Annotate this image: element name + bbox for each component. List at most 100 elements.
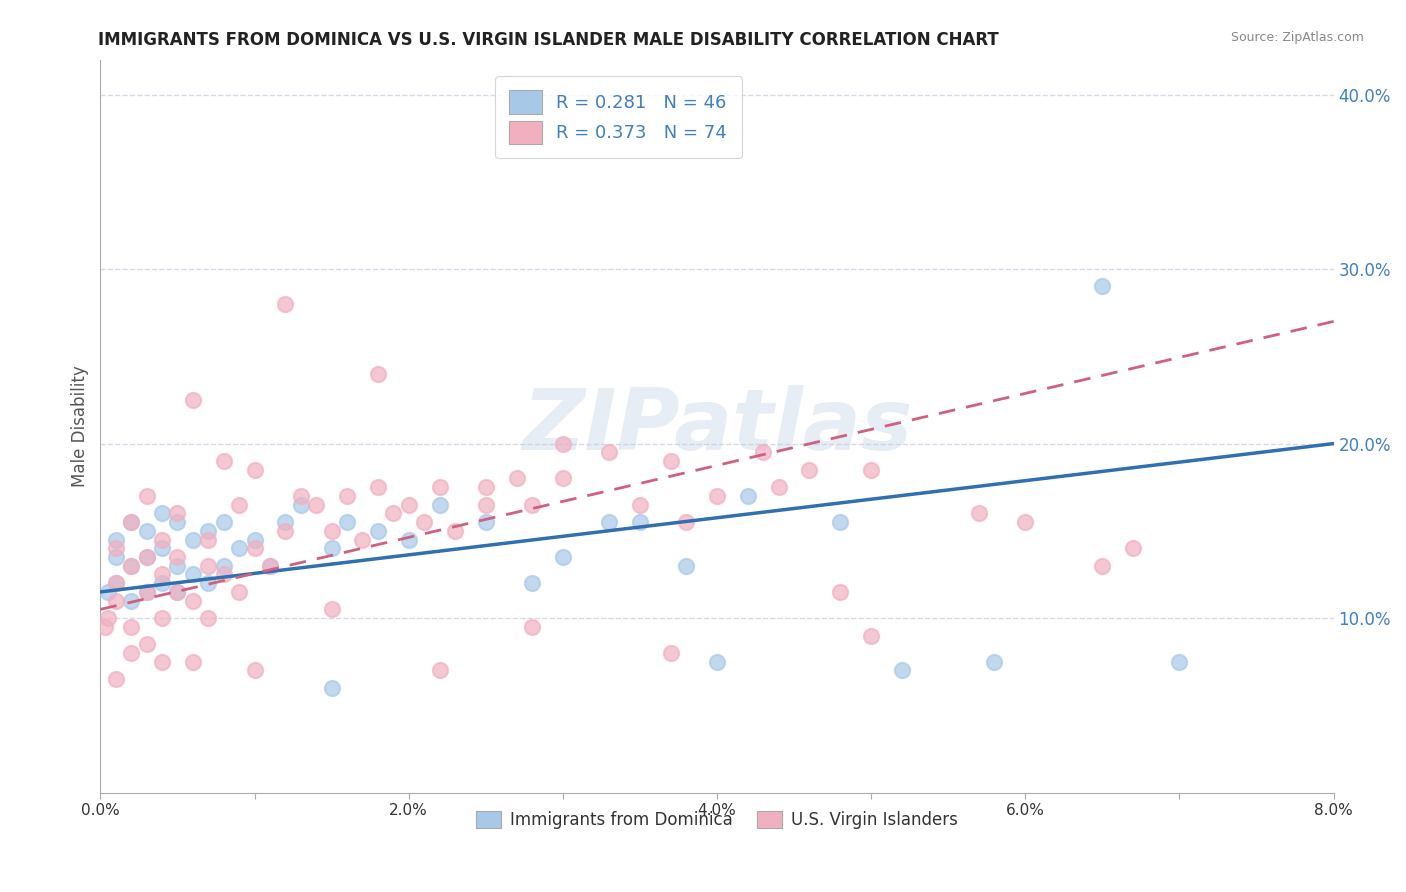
Point [104, 593, 127, 607]
Text: ZIPatlas: ZIPatlas [522, 384, 912, 467]
Point [505, 471, 527, 485]
Point [166, 558, 188, 573]
Point [891, 664, 914, 678]
Point [135, 549, 157, 564]
Point [212, 567, 235, 582]
Point [212, 515, 235, 529]
Point [104, 576, 127, 591]
Point [706, 489, 728, 503]
Point [367, 367, 389, 381]
Point [675, 558, 697, 573]
Point [382, 507, 405, 521]
Point [243, 664, 266, 678]
Point [706, 655, 728, 669]
Point [474, 480, 496, 494]
Point [474, 498, 496, 512]
Point [120, 558, 142, 573]
Point [197, 533, 219, 547]
Point [444, 524, 467, 538]
Point [398, 498, 420, 512]
Point [336, 489, 359, 503]
Point [212, 454, 235, 468]
Point [181, 655, 204, 669]
Point [274, 515, 297, 529]
Point [197, 524, 219, 538]
Point [150, 567, 173, 582]
Point [135, 637, 157, 651]
Point [212, 558, 235, 573]
Point [321, 681, 343, 695]
Point [274, 297, 297, 311]
Point [135, 585, 157, 599]
Point [104, 549, 127, 564]
Point [197, 558, 219, 573]
Point [181, 533, 204, 547]
Point [352, 533, 374, 547]
Point [97, 585, 120, 599]
Point [228, 498, 250, 512]
Y-axis label: Male Disability: Male Disability [72, 365, 89, 487]
Point [551, 471, 574, 485]
Point [135, 549, 157, 564]
Point [1091, 279, 1114, 293]
Point [166, 507, 188, 521]
Point [413, 515, 436, 529]
Point [1122, 541, 1144, 556]
Point [336, 515, 359, 529]
Point [274, 524, 297, 538]
Point [1091, 558, 1114, 573]
Point [860, 629, 883, 643]
Point [166, 585, 188, 599]
Point [628, 515, 651, 529]
Point [97, 611, 120, 625]
Point [520, 620, 543, 634]
Point [290, 498, 312, 512]
Point [104, 576, 127, 591]
Point [181, 593, 204, 607]
Point [830, 585, 852, 599]
Point [520, 576, 543, 591]
Point [737, 489, 759, 503]
Point [150, 533, 173, 547]
Point [120, 515, 142, 529]
Point [983, 655, 1005, 669]
Point [104, 541, 127, 556]
Point [150, 576, 173, 591]
Point [150, 541, 173, 556]
Point [830, 515, 852, 529]
Point [104, 533, 127, 547]
Point [197, 576, 219, 591]
Point [429, 664, 451, 678]
Point [150, 507, 173, 521]
Point [181, 567, 204, 582]
Point [598, 515, 620, 529]
Point [150, 611, 173, 625]
Text: Source: ZipAtlas.com: Source: ZipAtlas.com [1230, 31, 1364, 45]
Point [1168, 655, 1191, 669]
Point [659, 646, 682, 660]
Point [120, 593, 142, 607]
Point [166, 549, 188, 564]
Point [967, 507, 990, 521]
Point [429, 480, 451, 494]
Point [675, 515, 697, 529]
Point [243, 541, 266, 556]
Point [321, 524, 343, 538]
Text: IMMIGRANTS FROM DOMINICA VS U.S. VIRGIN ISLANDER MALE DISABILITY CORRELATION CHA: IMMIGRANTS FROM DOMINICA VS U.S. VIRGIN … [98, 31, 1000, 49]
Point [120, 646, 142, 660]
Point [228, 585, 250, 599]
Point [181, 392, 204, 407]
Point [94, 620, 117, 634]
Point [659, 454, 682, 468]
Legend: Immigrants from Dominica, U.S. Virgin Islanders: Immigrants from Dominica, U.S. Virgin Is… [470, 804, 965, 836]
Point [228, 541, 250, 556]
Point [259, 558, 281, 573]
Point [120, 515, 142, 529]
Point [474, 515, 496, 529]
Point [551, 436, 574, 450]
Point [768, 480, 790, 494]
Point [120, 620, 142, 634]
Point [150, 655, 173, 669]
Point [321, 602, 343, 616]
Point [135, 489, 157, 503]
